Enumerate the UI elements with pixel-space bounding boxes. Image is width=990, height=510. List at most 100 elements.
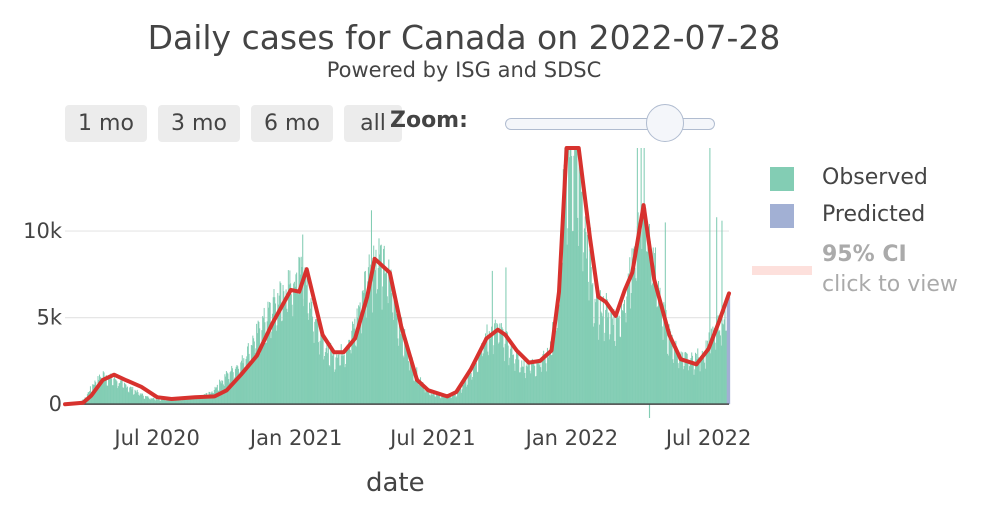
observed-bar xyxy=(462,381,464,405)
observed-bar xyxy=(543,358,545,405)
observed-bar xyxy=(712,326,714,405)
observed-bar xyxy=(189,397,191,405)
observed-bar xyxy=(371,312,373,405)
observed-bar xyxy=(461,389,463,405)
observed-bar xyxy=(368,254,370,405)
observed-bar xyxy=(280,283,282,405)
observed-bar xyxy=(591,284,593,405)
observed-bar xyxy=(441,396,443,405)
observed-bar xyxy=(409,358,411,405)
legend-observed-label[interactable]: Observed xyxy=(822,165,928,190)
x-tick-label: Jan 2022 xyxy=(524,426,619,450)
observed-bar xyxy=(294,286,296,405)
observed-bar xyxy=(248,353,250,405)
observed-bar xyxy=(557,293,559,405)
observed-bar xyxy=(570,148,572,405)
trend-line xyxy=(63,146,731,407)
observed-bar xyxy=(676,346,678,405)
observed-bar xyxy=(488,355,490,405)
observed-bar xyxy=(420,377,422,405)
observed-bar xyxy=(560,262,562,405)
observed-bar xyxy=(451,398,453,405)
observed-bar xyxy=(188,396,190,405)
observed-bar xyxy=(652,247,654,405)
observed-bar xyxy=(394,300,396,405)
observed-bar xyxy=(234,368,236,405)
observed-bar xyxy=(481,343,483,405)
observed-bar xyxy=(193,396,195,405)
observed-bar xyxy=(701,356,703,405)
legend-ci-title[interactable]: 95% CI xyxy=(822,242,907,267)
observed-bar xyxy=(447,396,449,405)
range-button-3mo[interactable]: 3 mo xyxy=(158,105,240,142)
observed-bar xyxy=(716,322,718,405)
observed-bar xyxy=(594,298,596,405)
observed-bar xyxy=(630,308,632,405)
observed-bar xyxy=(495,329,497,405)
observed-bar xyxy=(307,313,309,405)
observed-bar xyxy=(184,397,186,405)
observed-bar xyxy=(342,355,344,405)
observed-bar xyxy=(694,369,696,405)
observed-bar xyxy=(596,295,598,405)
observed-bar xyxy=(544,358,546,405)
observed-bar xyxy=(687,360,689,405)
observed-bar xyxy=(671,334,673,405)
observed-bar xyxy=(210,393,212,405)
observed-bar xyxy=(503,361,505,405)
observed-bar xyxy=(573,155,575,405)
observed-bar xyxy=(276,325,278,405)
observed-bar xyxy=(691,352,693,405)
legend-ci-swatch[interactable] xyxy=(752,266,812,275)
range-button-1mo[interactable]: 1 mo xyxy=(65,105,147,142)
legend-predicted-label[interactable]: Predicted xyxy=(822,202,926,227)
observed-bar xyxy=(98,379,100,405)
observed-bar xyxy=(237,366,239,405)
observed-bar xyxy=(458,389,460,405)
legend-observed-swatch[interactable] xyxy=(770,167,794,191)
observed-bar xyxy=(403,357,405,405)
observed-bar xyxy=(492,354,494,405)
observed-bar xyxy=(606,299,608,405)
observed-bar xyxy=(509,357,511,405)
observed-bar xyxy=(588,300,590,405)
observed-bar xyxy=(380,245,382,405)
observed-bar xyxy=(436,393,438,405)
observed-bar xyxy=(711,333,713,405)
observed-bar xyxy=(165,400,167,405)
range-button-all[interactable]: all xyxy=(344,105,402,142)
observed-bar xyxy=(386,296,388,405)
observed-bar xyxy=(236,365,238,405)
observed-bar xyxy=(667,353,669,405)
observed-bar xyxy=(582,271,584,405)
observed-bar xyxy=(166,398,168,405)
observed-bar xyxy=(331,355,333,405)
observed-bar xyxy=(668,324,670,405)
observed-bar xyxy=(261,330,263,405)
observed-bar xyxy=(634,267,636,405)
observed-bar xyxy=(305,285,307,405)
observed-bar xyxy=(518,359,520,405)
legend-ci-subtitle[interactable]: click to view xyxy=(822,272,958,297)
observed-bar xyxy=(101,382,103,405)
observed-bar xyxy=(288,284,290,405)
observed-bar xyxy=(595,302,597,405)
observed-bar xyxy=(130,386,132,405)
observed-bar xyxy=(465,379,467,405)
observed-bar xyxy=(176,400,178,405)
observed-bar xyxy=(228,382,230,405)
observed-bar xyxy=(576,148,578,405)
legend-predicted-swatch[interactable] xyxy=(770,204,794,228)
zoom-slider-handle[interactable] xyxy=(646,104,684,142)
observed-bar xyxy=(346,349,348,405)
observed-bar xyxy=(522,366,524,405)
observed-bar xyxy=(271,313,273,405)
observed-bar xyxy=(440,398,442,405)
range-button-6mo[interactable]: 6 mo xyxy=(251,105,333,142)
observed-bar xyxy=(556,328,558,405)
observed-bar xyxy=(278,295,280,405)
observed-bar xyxy=(651,285,653,405)
observed-bar xyxy=(106,385,108,405)
observed-bar xyxy=(654,247,656,405)
observed-bar xyxy=(186,399,188,405)
